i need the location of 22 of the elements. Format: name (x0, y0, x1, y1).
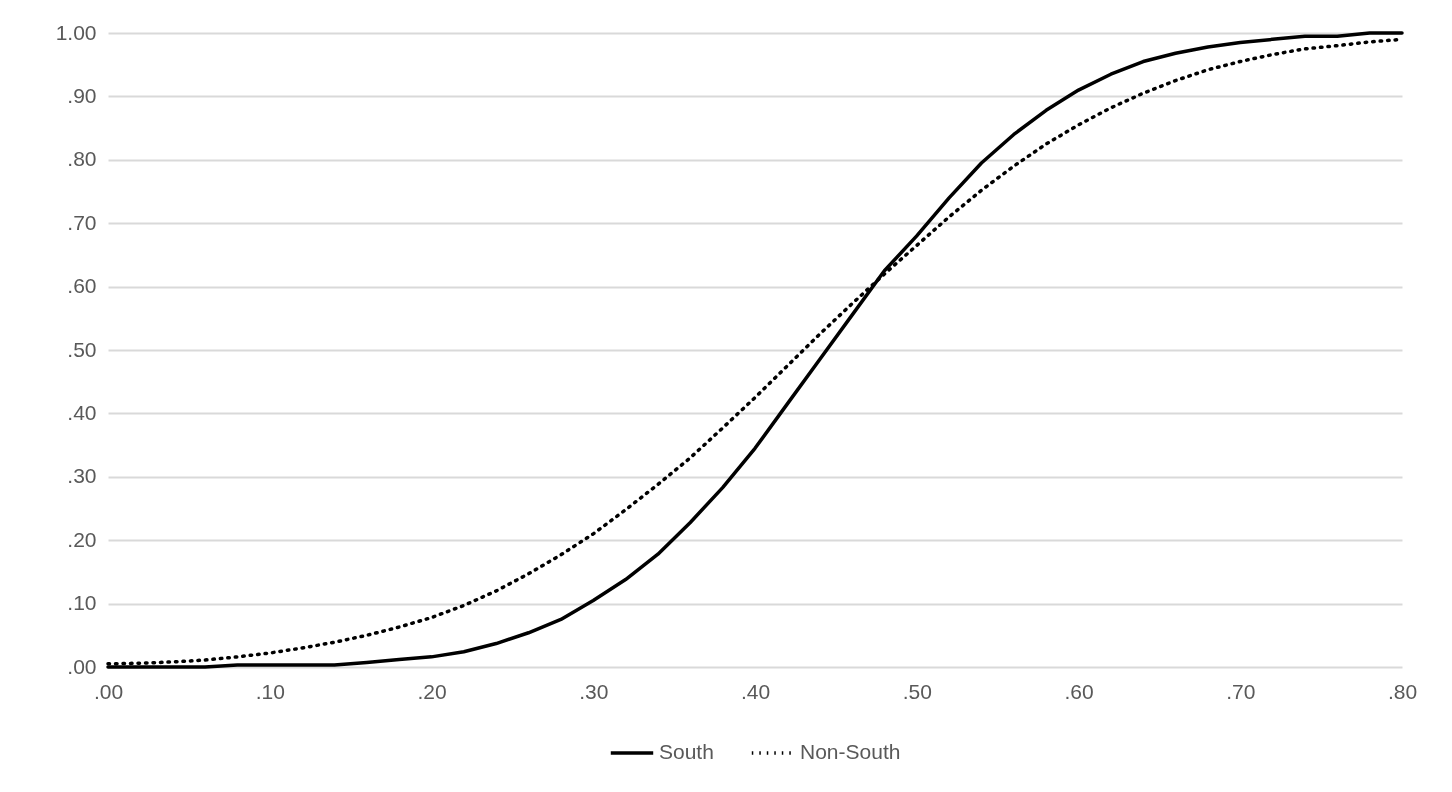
x-tick-label: .20 (417, 679, 447, 703)
y-tick-label: .60 (67, 274, 97, 298)
y-tick-label: .90 (67, 83, 97, 107)
y-tick-label: .70 (67, 210, 97, 234)
y-tick-label: .20 (67, 527, 97, 551)
x-tick-label: .30 (579, 679, 609, 703)
x-tick-label: .50 (902, 679, 932, 703)
y-tick-label: .40 (67, 400, 97, 424)
x-tick-label: .60 (1064, 679, 1094, 703)
legend-label: South (659, 740, 714, 763)
x-tick-label: .40 (740, 679, 771, 703)
y-tick-label: .30 (67, 464, 97, 488)
y-tick-label: .00 (67, 654, 97, 678)
y-tick-label: .80 (67, 147, 97, 171)
y-tick-label: .10 (67, 591, 97, 615)
x-tick-label: .10 (255, 679, 285, 703)
legend-label: Non-South (800, 740, 901, 763)
x-tick-label: .70 (1226, 679, 1256, 703)
x-tick-label: .00 (93, 679, 124, 703)
y-tick-label: 1.00 (55, 20, 97, 44)
y-tick-label: .50 (67, 337, 97, 361)
x-tick-label: .80 (1387, 679, 1418, 703)
